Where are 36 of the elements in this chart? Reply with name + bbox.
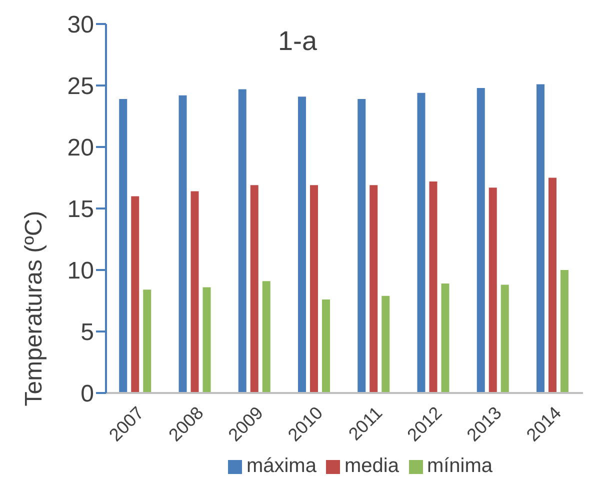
bar xyxy=(429,181,438,393)
bar xyxy=(536,84,544,393)
y-axis-title: Temperaturas (ºC) xyxy=(20,210,48,406)
bar xyxy=(358,99,366,393)
bar xyxy=(382,296,390,393)
bar xyxy=(500,284,509,393)
bar xyxy=(238,89,246,393)
chart-title: 1-a xyxy=(278,26,318,57)
bar xyxy=(131,196,140,393)
bar xyxy=(310,185,318,393)
bar xyxy=(262,281,270,393)
bar xyxy=(202,287,211,393)
bar xyxy=(548,178,556,393)
bar xyxy=(190,191,199,393)
y-tick-label: 20 xyxy=(67,134,94,162)
bar xyxy=(178,95,187,393)
bar xyxy=(119,99,128,393)
bar xyxy=(488,188,497,393)
legend-label: máxima xyxy=(246,455,316,477)
y-tick-label: 25 xyxy=(67,73,94,100)
legend-label: mínima xyxy=(426,455,493,477)
bar xyxy=(143,290,152,393)
y-tick-label: 5 xyxy=(80,319,94,346)
y-tick-label: 0 xyxy=(80,380,94,408)
y-tick-label: 30 xyxy=(67,12,94,39)
bar xyxy=(560,270,568,393)
legend-label: media xyxy=(344,455,399,477)
y-tick-label: 10 xyxy=(67,258,94,285)
bar xyxy=(441,284,450,393)
bar xyxy=(322,300,330,393)
bar xyxy=(250,185,258,393)
bar xyxy=(417,92,426,393)
y-tick-label: 15 xyxy=(67,196,94,224)
bar xyxy=(298,96,306,393)
bar xyxy=(370,185,378,393)
bar xyxy=(476,88,485,393)
